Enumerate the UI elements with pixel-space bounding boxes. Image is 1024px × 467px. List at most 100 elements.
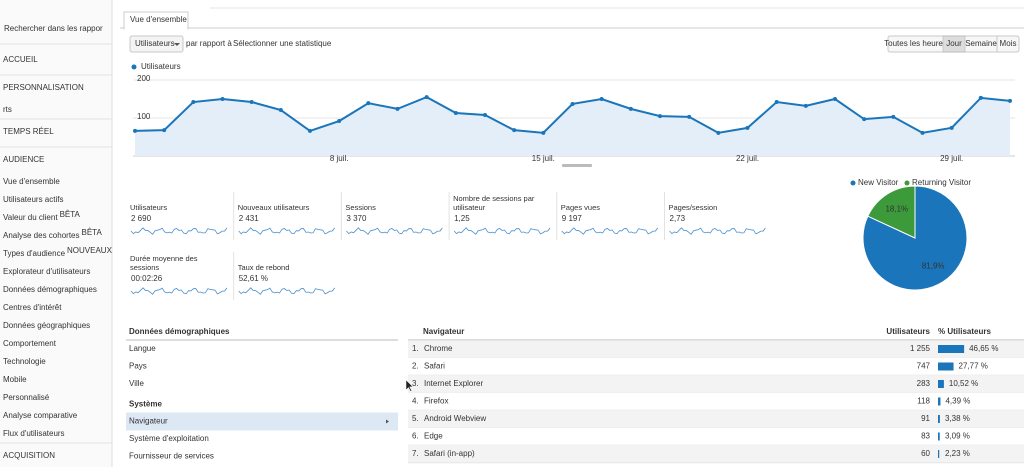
x-tick-label: 8 juil.: [330, 154, 349, 163]
row-name[interactable]: Firefox: [424, 397, 448, 406]
pct-label: 4,39 %: [945, 397, 970, 406]
nav-item[interactable]: Données géographiques: [3, 321, 90, 330]
point: [278, 108, 283, 113]
dimension-link[interactable]: Langue: [129, 344, 156, 353]
section-title[interactable]: AUDIENCE: [3, 155, 44, 164]
table-row: [408, 340, 1024, 358]
sidebar: [0, 0, 112, 467]
pie-slice: [862, 185, 968, 291]
table-row: [408, 427, 1024, 446]
row-rank: 1.: [412, 344, 419, 353]
metric-label: Sessions: [345, 203, 376, 212]
pct-label: 3,09 %: [945, 432, 970, 441]
sparkline: [669, 227, 766, 235]
point: [599, 97, 604, 101]
nav-item[interactable]: Utilisateurs actifs: [3, 195, 63, 204]
nav-item[interactable]: rts: [3, 105, 12, 114]
metric-label: Nouveaux utilisateurs: [237, 203, 310, 212]
metric-value: 52,61 %: [239, 274, 268, 283]
row-rank: 6.: [412, 432, 419, 441]
row-users: 747: [917, 362, 931, 371]
section-title[interactable]: PERSONNALISATION: [3, 83, 84, 92]
compare-link[interactable]: Sélectionner une statistique: [233, 39, 332, 48]
nav-item[interactable]: Mobile: [3, 375, 27, 384]
row-name[interactable]: Safari (in-app): [424, 449, 475, 458]
pie-slice: [867, 185, 916, 239]
metric-label-box: Nombre de sessions par utilisateur: [453, 194, 534, 212]
table-header: Navigateur: [423, 327, 464, 336]
point: [541, 130, 546, 135]
point: [658, 114, 662, 119]
point: [978, 95, 983, 100]
nav-item[interactable]: Personnalisé: [3, 393, 50, 402]
sparkline: [130, 227, 228, 235]
row-name[interactable]: Edge: [424, 432, 443, 441]
metric-value: 1,25: [454, 214, 470, 223]
point: [191, 100, 196, 105]
metric-label: Pages/session: [668, 203, 718, 212]
section-title[interactable]: ACCUEIL: [3, 55, 38, 64]
dimension-link[interactable]: Fournisseur de services: [129, 452, 214, 461]
metric-label: Utilisateurs: [130, 203, 168, 212]
legend-label: Returning Visitor: [912, 178, 971, 187]
period-button[interactable]: Mois: [1000, 39, 1017, 48]
legend-dot: [131, 64, 137, 70]
nav-item[interactable]: Types d'audience: [3, 249, 66, 258]
table-row: [408, 392, 1024, 411]
metric-label-box: Utilisateurs: [130, 203, 168, 212]
metric-dropdown[interactable]: [129, 35, 184, 53]
metric-value: 3 370: [346, 214, 367, 223]
sparkline: [453, 227, 551, 235]
x-tick-label: 29 juil.: [940, 154, 963, 163]
metric-label-box: Pages/session: [668, 203, 718, 212]
row-name[interactable]: Safari: [424, 362, 445, 371]
point: [687, 114, 692, 119]
row-name[interactable]: Internet Explorer: [424, 379, 483, 388]
row-users: 118: [917, 397, 930, 406]
selected-arrow: [386, 419, 389, 424]
table-row: [408, 375, 1024, 393]
metric-value: 00:02:26: [131, 274, 163, 283]
nav-item[interactable]: Analyse des cohortes: [3, 231, 80, 240]
dimension-group-title: Données démographiques: [129, 327, 230, 336]
nav-item[interactable]: Explorateur d'utilisateurs: [3, 267, 90, 276]
row-users: 1 255: [910, 344, 931, 353]
section-title[interactable]: ACQUISITION: [3, 451, 55, 460]
nav-item[interactable]: Flux d'utilisateurs: [3, 429, 65, 438]
point: [453, 111, 458, 116]
point: [803, 103, 808, 108]
sparkline: [561, 227, 659, 235]
dimension-link[interactable]: Ville: [129, 379, 145, 388]
dimension-link[interactable]: Pays: [129, 362, 147, 371]
point: [774, 100, 779, 105]
metric-label-box: Pages vues: [561, 203, 600, 212]
point: [745, 125, 750, 130]
compare-label: par rapport à: [186, 39, 232, 48]
period-button[interactable]: Toutes les heures: [884, 39, 947, 48]
dimension-link[interactable]: Navigateur: [129, 417, 168, 426]
nav-item[interactable]: Données démographiques: [3, 285, 97, 294]
nav-item[interactable]: Vue d'ensemble: [3, 177, 60, 186]
point: [366, 101, 371, 106]
metric-value: 2 431: [239, 214, 260, 223]
pie-label: 81,9%: [922, 262, 945, 271]
row-name[interactable]: Chrome: [424, 344, 453, 353]
nav-item[interactable]: Valeur du client: [3, 213, 58, 222]
nav-item[interactable]: Comportement: [3, 339, 57, 348]
nav-item[interactable]: Analyse comparative: [3, 411, 78, 420]
section-title[interactable]: TEMPS RÉEL: [3, 127, 54, 136]
row-rank: 2.: [412, 362, 419, 371]
x-tick-label: 22 juil.: [736, 154, 759, 163]
point: [337, 119, 342, 124]
point: [395, 106, 400, 111]
row-name[interactable]: Android Webview: [424, 414, 486, 423]
period-button[interactable]: Semaine: [965, 39, 997, 48]
dimension-link[interactable]: Système d'exploitation: [129, 434, 209, 443]
nav-item[interactable]: Technologie: [3, 357, 46, 366]
search-placeholder: Rechercher dans les rappor: [4, 24, 103, 33]
point: [249, 100, 254, 105]
sparkline: [130, 287, 228, 295]
period-button[interactable]: Jour: [946, 39, 962, 48]
nav-item[interactable]: Centres d'intérêt: [3, 303, 62, 312]
